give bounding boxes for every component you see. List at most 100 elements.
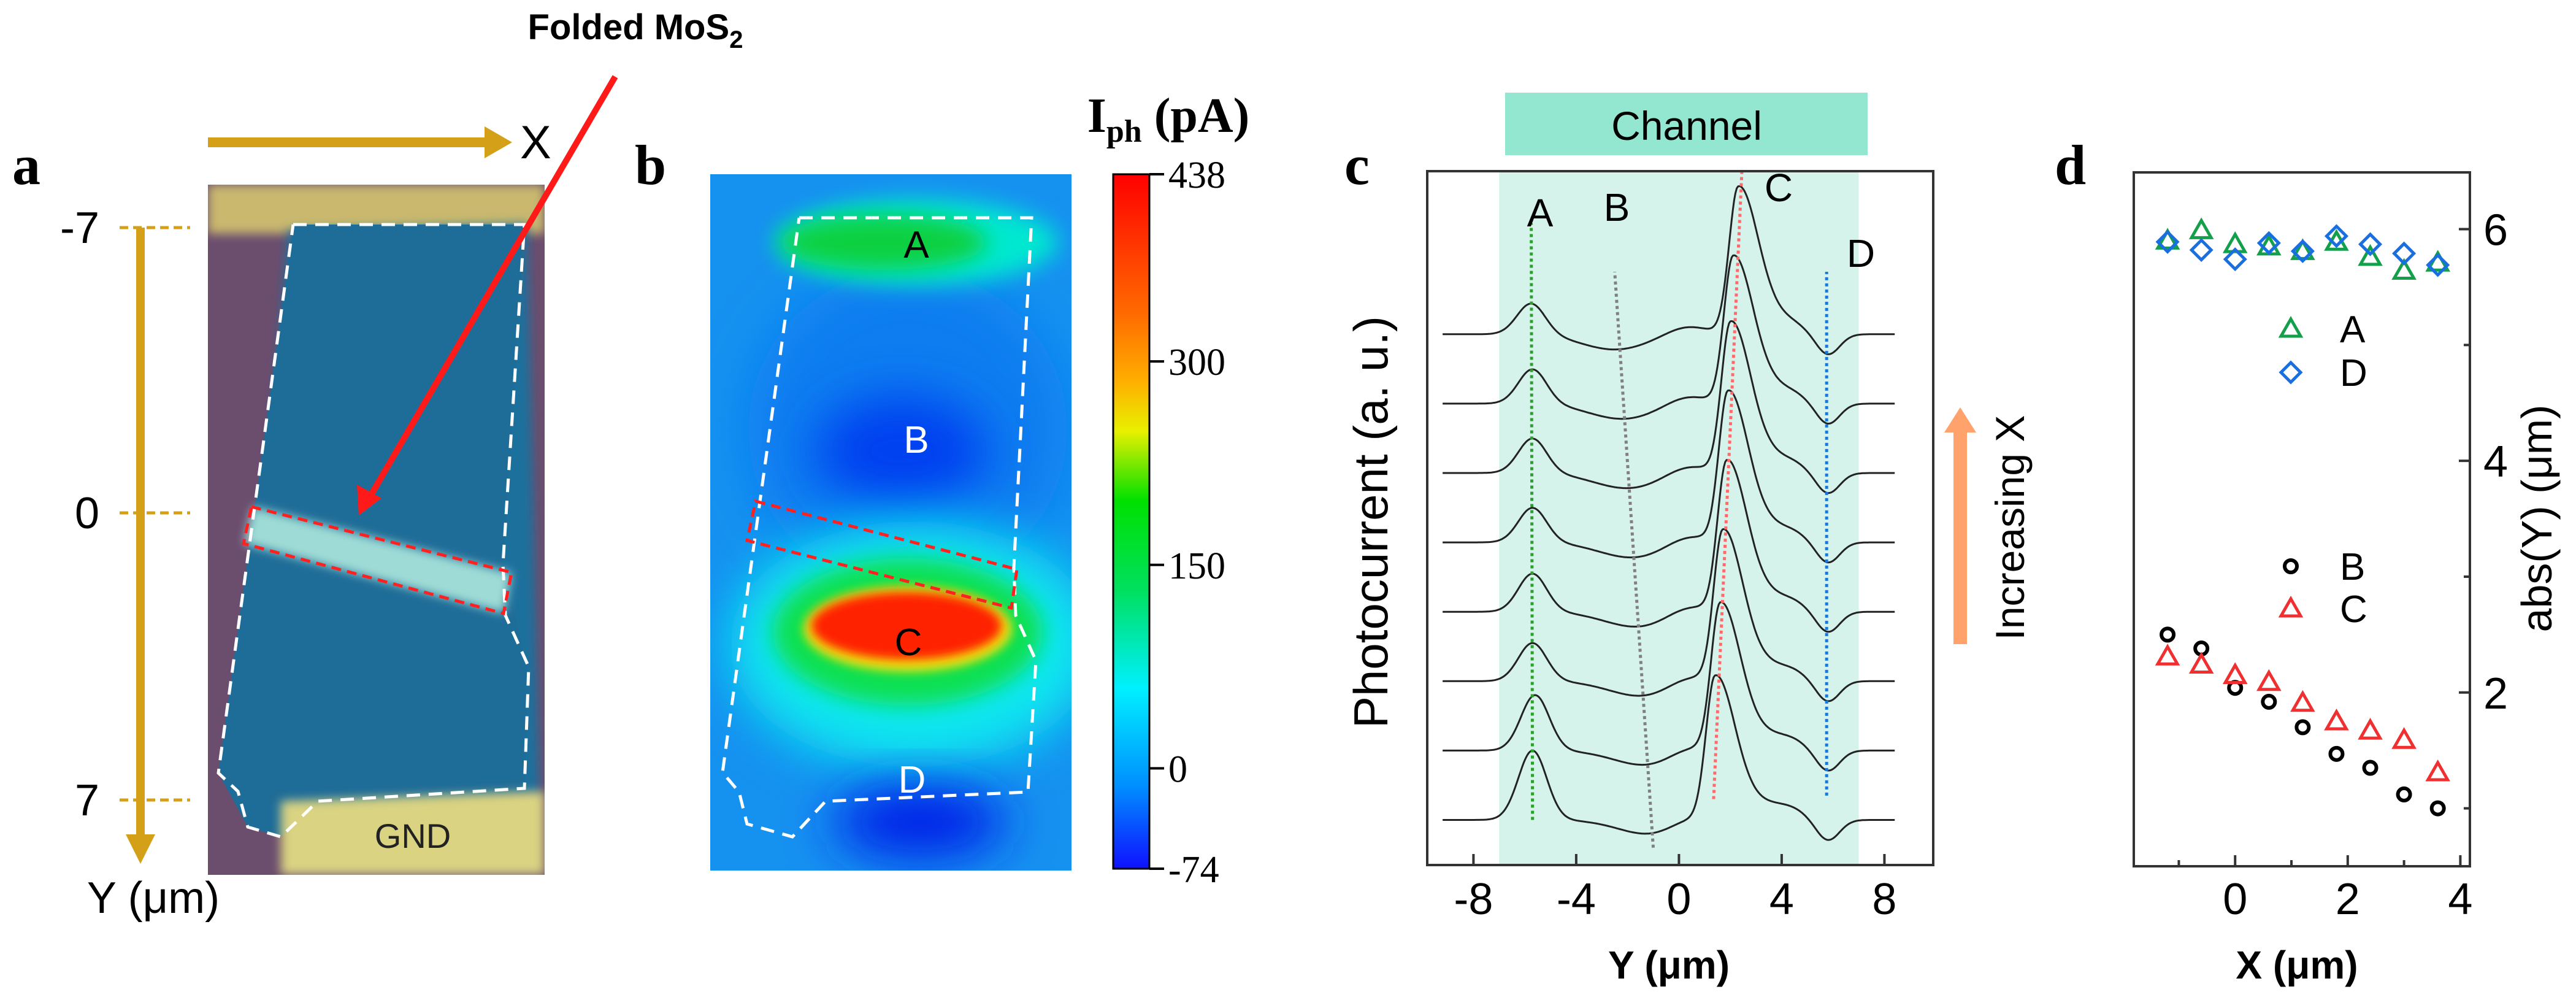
x-arrow-head-icon: [485, 126, 512, 158]
legend-label-c: C: [2340, 588, 2367, 631]
increasing-x-arrow-head-icon: [1944, 407, 1976, 433]
data-point-a: [2391, 258, 2417, 280]
colorbar-tick-label: 438: [1168, 155, 1225, 196]
y-axis-label: Photocurrent (a. u.): [1344, 316, 1398, 728]
region-label-a: A: [903, 224, 929, 266]
colorbar-title: Iph (pA): [1087, 89, 1250, 149]
colorbar-tick-label: 0: [1168, 748, 1187, 790]
peak-label-c: C: [1765, 166, 1793, 210]
y-tick-label: 4: [2483, 437, 2508, 487]
x-tick-label: 0: [2223, 875, 2247, 924]
increasing-x-arrow: [1953, 429, 1967, 644]
x-direction-label: X: [520, 117, 551, 169]
photocurrent-trace: [1443, 674, 1895, 841]
colorbar-tick-label: -74: [1168, 849, 1219, 891]
panel-b: b A B C D 438 300 150 0 -74 Iph (pA): [635, 89, 1249, 891]
y-arrow-head-icon: [126, 834, 155, 864]
legend-label-b: B: [2340, 546, 2365, 588]
colorbar: [1112, 173, 1151, 870]
colorbar-tick-label: 150: [1168, 545, 1225, 587]
y-tick-label: -7: [60, 204, 99, 253]
legend-marker-d: [2279, 360, 2303, 385]
legend-marker-a: [2278, 315, 2304, 338]
y-axis-label: Y (μm): [87, 874, 220, 923]
photocurrent-trace: [1443, 254, 1895, 425]
photocurrent-trace: [1443, 528, 1895, 702]
fold-outline: [242, 504, 513, 616]
panel-c: c Channel A B C D -8 -4 0 4 8 Y (μm) Photocurrent …: [1344, 93, 2033, 987]
y-tick-label: 7: [75, 776, 99, 825]
photocurrent-trace: [1443, 601, 1895, 772]
x-tick-label: 4: [1769, 875, 1794, 924]
panel-c-letter: c: [1344, 134, 1370, 196]
x-tick-label: -4: [1557, 875, 1596, 924]
channel-shading: [1499, 171, 1859, 865]
peak-label-d: D: [1847, 231, 1875, 275]
data-point-d: [2358, 232, 2383, 256]
panel-d: d 0 2 4 2 4 6 AD BC X (μm) abs(Y) (μm): [2055, 134, 2561, 987]
channel-banner: [1505, 93, 1868, 155]
data-point-c: [2391, 727, 2417, 749]
guide-line-a: [1530, 223, 1535, 820]
y-axis-label: abs(Y) (μm): [2513, 405, 2561, 633]
data-point-a: [2188, 217, 2214, 239]
plot-frame: [2133, 171, 2471, 867]
data-point-d: [2324, 224, 2348, 248]
x-tick-label: 0: [1666, 875, 1691, 924]
x-tick-label: 4: [2448, 875, 2472, 924]
guide-line-b: [1613, 271, 1655, 848]
data-point-c: [2425, 760, 2450, 782]
y-tick-label: 0: [75, 489, 99, 538]
x-axis-label: X (μm): [2236, 943, 2358, 987]
data-point-c: [2188, 652, 2214, 674]
data-point-d: [2155, 229, 2180, 254]
guide-line-c: [1712, 171, 1744, 799]
peak-label-a: A: [1527, 191, 1554, 235]
data-point-d: [2426, 253, 2450, 277]
flake-outline: [217, 223, 531, 839]
photocurrent-trace: [1443, 389, 1895, 564]
data-point-d: [2223, 247, 2247, 272]
data-point-c: [2256, 669, 2282, 691]
channel-banner-label: Channel: [1611, 103, 1762, 148]
data-point-b: [2362, 760, 2379, 776]
colorbar-ticks: 438 300 150 0 -74: [1149, 155, 1225, 891]
data-point-b: [2396, 786, 2412, 802]
data-point-c: [2222, 662, 2248, 684]
data-point-a: [2155, 228, 2180, 250]
peak-position-chart: 0 2 4 2 4 6 AD BC X (μm) abs(Y) (μm): [2133, 171, 2561, 987]
data-point-b: [2261, 693, 2277, 710]
data-point-d: [2392, 241, 2417, 266]
legend-marker-c: [2278, 595, 2304, 618]
photocurrent-trace: [1443, 185, 1895, 355]
panel-b-letter: b: [635, 134, 666, 196]
panel-a-letter: a: [12, 134, 40, 196]
data-point-d: [2290, 239, 2315, 263]
data-point-d: [2189, 237, 2214, 263]
data-point-c: [2358, 718, 2383, 740]
region-label-b: B: [903, 419, 929, 461]
panel-d-letter: d: [2055, 134, 2086, 196]
y-tick-label: 2: [2483, 669, 2508, 718]
optical-micrograph: [208, 185, 545, 875]
data-point-c: [2324, 708, 2349, 731]
gnd-label: GND: [375, 817, 451, 855]
data-point-c: [2290, 690, 2315, 712]
x-tick-label: 8: [1872, 875, 1896, 924]
region-label-c: C: [895, 621, 922, 664]
increasing-x-label: Increasing X: [1987, 415, 2033, 640]
y-tick-label: 6: [2483, 206, 2508, 255]
folded-mos2-annotation: Folded MoS2: [528, 7, 743, 53]
y-ticks: -7 0 7: [60, 204, 190, 825]
data-point-c: [2155, 644, 2180, 666]
photocurrent-profiles-chart: A B C D -8 -4 0 4 8 Y (μm) Photocurrent (a. u.): [1344, 166, 1934, 987]
colorbar-tick-label: 300: [1168, 342, 1225, 383]
photocurrent-trace: [1443, 458, 1895, 633]
data-point-a: [2290, 238, 2315, 260]
pointer-arrow: [365, 75, 618, 502]
photocurrent-trace: [1443, 320, 1895, 494]
fold-outline: [745, 499, 1019, 610]
photocurrent-map: [710, 174, 1071, 871]
data-point-b: [2294, 719, 2311, 736]
